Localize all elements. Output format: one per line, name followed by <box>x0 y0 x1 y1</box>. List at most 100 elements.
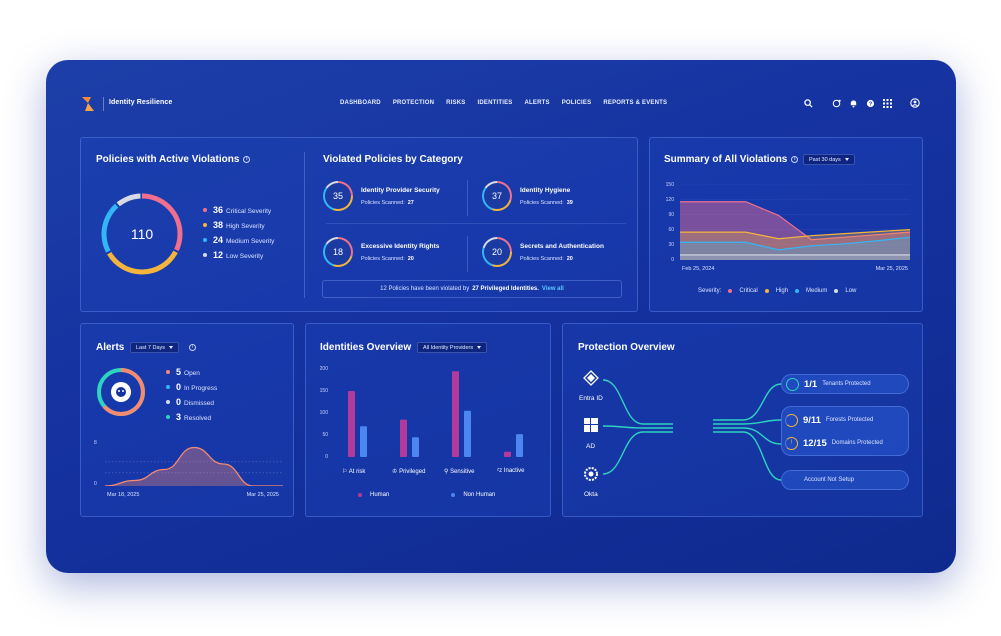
nav-identities[interactable]: IDENTITIES <box>477 100 513 106</box>
cat-row-divider <box>326 223 626 224</box>
main-nav: DASHBOARD PROTECTION RISKS IDENTITIES AL… <box>340 100 667 106</box>
y-tick: 8 <box>94 440 97 446</box>
progress-ring-icon <box>785 413 798 427</box>
alert-legend-resolved: 3 Resolved <box>166 412 211 422</box>
critical-label: Critical Severity <box>226 208 272 215</box>
category-scanned: Policies Scanned: 39 <box>520 199 573 206</box>
policies-donut: 110 <box>101 193 183 275</box>
category-identity-hygiene[interactable]: 37 Identity Hygiene Policies Scanned: 39 <box>482 181 573 211</box>
severity-legend-label: Severity: <box>698 288 722 294</box>
identities-card: Identities Overview All Identity Provide… <box>305 323 551 517</box>
svg-text:?: ? <box>868 101 871 107</box>
nav-alerts[interactable]: ALERTS <box>524 100 550 106</box>
category-scanned: Policies Scanned: 20 <box>520 255 573 262</box>
category-at-risk: ⚐ At risk <box>342 469 366 475</box>
low-dot <box>834 289 839 293</box>
non-human-dot <box>451 493 456 497</box>
category-excessive-identity-rights[interactable]: 18 Excessive Identity Rights Policies Sca… <box>323 237 439 267</box>
y-tick: 60 <box>668 227 674 233</box>
search-icon[interactable] <box>803 98 813 108</box>
summary-title: Summary of All Violations i <box>664 154 799 165</box>
summary-range-dropdown[interactable]: Past 30 days <box>803 154 855 165</box>
y-tick: 90 <box>668 212 674 218</box>
help-icon[interactable]: ? <box>865 98 875 108</box>
policy-legend-low: 12 Low Severity <box>203 250 263 260</box>
donut-segment-medium-severity <box>101 193 183 275</box>
spacer <box>820 98 824 108</box>
high-dot <box>764 289 769 293</box>
y-tick: 0 <box>671 257 674 263</box>
bell-icon[interactable] <box>848 98 858 108</box>
status-tenants[interactable]: 1/1 Tenants Protected <box>781 374 909 394</box>
high-dot <box>203 223 207 227</box>
alerts-range-dropdown[interactable]: Last 7 Days <box>130 342 180 353</box>
bar-sensitive-non-human <box>464 410 471 457</box>
x-tick-end: Mar 25, 2025 <box>875 266 908 272</box>
identities-legend: Human Non Human <box>358 492 495 498</box>
progress-ring-icon <box>786 377 799 391</box>
chat-icon[interactable] <box>831 98 841 108</box>
app-title[interactable]: Identity Resilience <box>109 99 173 106</box>
top-bar: Identity Resilience DASHBOARD PROTECTION… <box>46 60 956 120</box>
nav-reports-events[interactable]: REPORTS & EVENTS <box>603 100 668 106</box>
status-group <box>781 406 909 456</box>
alerts-chart <box>105 446 283 486</box>
category-sensitive: ⚲ Sensitive <box>444 469 475 475</box>
brand-divider <box>103 97 104 111</box>
status-domains[interactable]: ! 12/15 Domains Protected <box>781 433 909 453</box>
okta-icon <box>584 467 598 481</box>
category-count: 35 <box>325 183 351 209</box>
summary-card: Summary of All Violations i Past 30 days … <box>649 137 923 312</box>
bar-privileged-human <box>400 419 407 457</box>
resolved-dot <box>166 415 170 419</box>
source-okta[interactable]: Okta <box>584 491 598 498</box>
policies-title: Policies with Active Violations i <box>96 154 251 165</box>
alerts-donut <box>97 368 145 416</box>
source-ad[interactable]: AD <box>586 443 596 450</box>
medium-dot <box>795 289 800 293</box>
alert-legend-in-progress: 0 In Progress <box>166 382 217 392</box>
entra-id-icon <box>583 370 599 386</box>
legend-non-human: Non Human <box>463 492 496 498</box>
line-high <box>680 229 910 240</box>
status-account-not-setup[interactable]: Account Not Setup <box>781 470 909 490</box>
category-secrets-and-authentication[interactable]: 20 Secrets and Authentication Policies Sc… <box>482 237 604 267</box>
category-ring: 35 <box>323 181 353 211</box>
dismissed-dot <box>166 400 170 404</box>
critical-dot <box>728 289 733 293</box>
source-entra-id[interactable]: Entra ID <box>579 395 603 402</box>
summary-chart <box>680 184 910 260</box>
x-tick-start: Feb 25, 2024 <box>682 266 715 272</box>
info-icon[interactable]: i <box>243 155 251 163</box>
category-name: Identity Provider Security <box>361 186 440 194</box>
y-tick: 120 <box>665 197 674 203</box>
bar-at-risk-human <box>348 391 355 457</box>
protection-flow-lines <box>602 379 782 481</box>
status-forests[interactable]: 9/11 Forests Protected <box>781 410 909 430</box>
category-scanned: Policies Scanned: 27 <box>361 199 414 206</box>
info-icon[interactable]: i <box>189 344 196 351</box>
nav-policies[interactable]: POLICIES <box>561 100 592 106</box>
view-all-link[interactable]: View all <box>541 286 564 292</box>
policy-legend-medium: 24 Medium Severity <box>203 235 274 245</box>
dashboard-frame: Identity Resilience DASHBOARD PROTECTION… <box>46 60 956 573</box>
legend-human: Human <box>370 492 390 498</box>
donut-segment-critical-severity <box>101 193 183 275</box>
info-icon[interactable]: i <box>791 155 799 163</box>
identities-title: Identities Overview <box>320 342 412 353</box>
high-count: 38 <box>213 220 224 230</box>
category-ring: 18 <box>323 237 353 267</box>
nav-protection[interactable]: PROTECTION <box>392 100 435 106</box>
identities-chart <box>348 371 523 457</box>
identity-provider-dropdown[interactable]: All Identity Providers <box>417 342 488 353</box>
nav-dashboard[interactable]: DASHBOARD <box>340 100 381 106</box>
category-identity-provider-security[interactable]: 35 Identity Provider Security Policies Sc… <box>323 181 440 211</box>
legend-medium: Medium <box>806 288 828 294</box>
category-ring: 37 <box>482 181 512 211</box>
apps-grid-icon[interactable] <box>882 98 892 108</box>
user-icon[interactable] <box>910 98 920 108</box>
area-medium <box>680 237 910 260</box>
chevron-down-icon <box>844 158 849 161</box>
protection-title: Protection Overview <box>578 342 675 353</box>
nav-risks[interactable]: RISKS <box>446 100 466 106</box>
